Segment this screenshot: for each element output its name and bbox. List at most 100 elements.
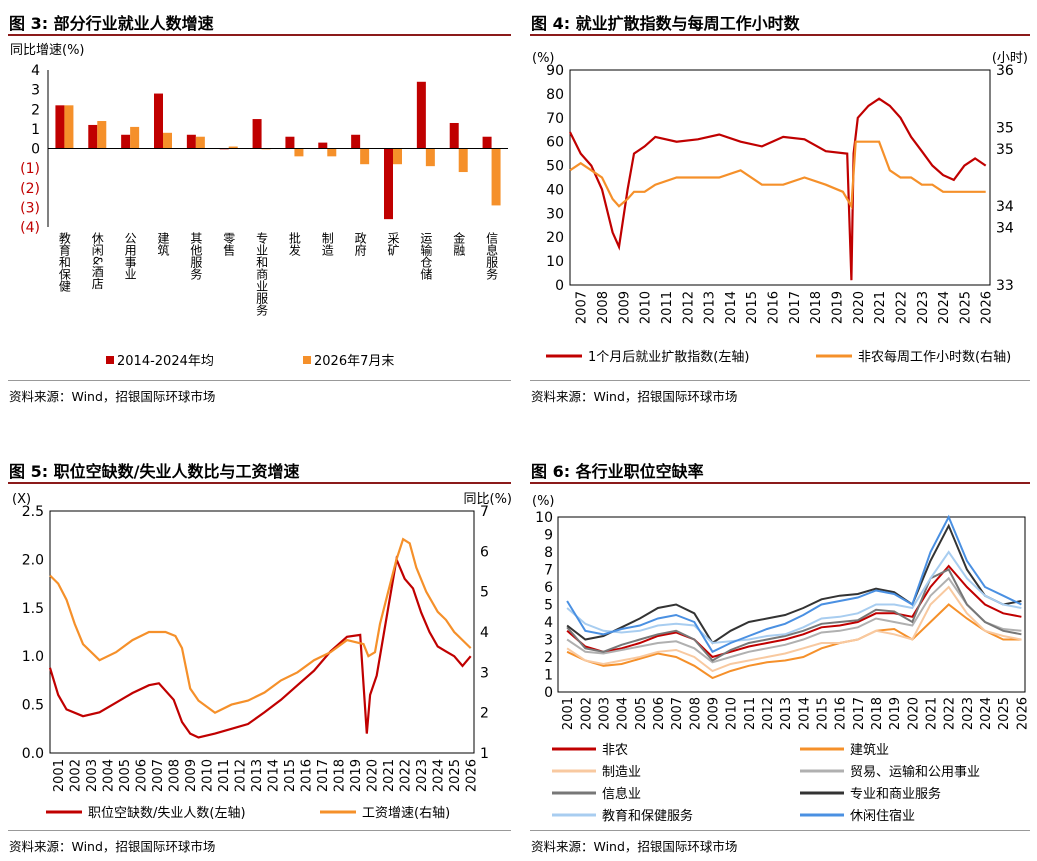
y-right-tick-label: 34 (996, 199, 1014, 215)
x-tick-label: 2019 (830, 291, 845, 324)
y-left-tick-label: 1.0 (22, 649, 44, 665)
legend-label: 专业和商业服务 (850, 786, 941, 802)
y-left-tick-label: 30 (546, 206, 564, 222)
x-tick-label: 2025 (448, 759, 463, 792)
y-right-tick-label: 1 (480, 746, 489, 762)
y-left-tick-label: 0 (555, 278, 564, 294)
y-left-tick-label: 70 (546, 111, 564, 127)
y-axis-label: 同比增速(%) (10, 43, 85, 58)
legend-label: 贸易、运输和公用事业 (850, 764, 980, 780)
x-tick-label: 2006 (652, 697, 667, 730)
panel-5-source: 资料来源：Wind，招银国际环球市场 (9, 839, 216, 854)
chart-3: 同比增速(%) 4 3 2 1 0 (1) (2) (3) (4) 教育和保健 休闲&酒店 公用事业 建筑… (10, 43, 508, 369)
y-right-tick-label: 36 (996, 63, 1014, 79)
y-tick-label: 2 (544, 650, 553, 666)
panel-6-title-rule (530, 482, 1030, 484)
x-tick-label: 2021 (925, 697, 940, 730)
y-right-tick-label: 35 (996, 120, 1014, 136)
y-tick-label: 2 (31, 102, 40, 118)
chart-4: (%) (小时) 0 10 20 30 40 50 60 70 80 90 33 34 34 35 35 36 20… (532, 51, 1028, 365)
x-tick-label: 2023 (415, 759, 430, 792)
x-tick-label: 2020 (852, 291, 867, 324)
y-right-tick-label: 5 (480, 585, 489, 601)
x-tick-label: 2007 (670, 697, 685, 730)
x-tick-label: 2005 (634, 697, 649, 730)
y-tick-label: (2) (20, 181, 40, 197)
x-tick-label: 2023 (961, 697, 976, 730)
bar-latest (294, 148, 304, 157)
x-tick-label: 2015 (815, 697, 830, 730)
x-tick-label: 2004 (616, 697, 631, 730)
x-tick-label: 2024 (979, 697, 994, 730)
y-left-tick-label: 80 (546, 87, 564, 103)
y-tick-label: 6 (544, 580, 553, 596)
y-left-axis-label: (%) (532, 51, 555, 66)
bar-avg (55, 105, 65, 149)
y-tick-label: 4 (544, 615, 553, 631)
x-tick-label: 2008 (596, 291, 611, 324)
x-tick-label: 制造 (320, 232, 334, 256)
legend-label: 工资增速(右轴) (362, 806, 450, 821)
plot-frame (49, 510, 475, 754)
bar-latest (163, 132, 172, 149)
bar-latest (425, 148, 435, 167)
y-left-axis-label: (X) (12, 492, 31, 507)
bar-avg (416, 81, 426, 149)
x-tick-label: 2014 (797, 697, 812, 730)
x-tick-label: 2022 (399, 759, 414, 792)
x-tick-label: 2010 (201, 759, 216, 792)
x-tick-label: 金融 (452, 231, 466, 257)
x-tick-label: 2009 (617, 291, 632, 324)
x-tick-label: 2012 (681, 291, 696, 324)
x-tick-label: 专业和商业服务 (255, 231, 269, 316)
x-tick-label: 2024 (432, 759, 447, 792)
x-tick-label: 2022 (943, 697, 958, 730)
x-tick-label: 2017 (788, 291, 803, 324)
x-tick-label: 2025 (958, 291, 973, 324)
bar-latest (130, 126, 140, 149)
series-line-2 (566, 585, 1022, 673)
panel-4-title: 图 4: 就业扩散指数与每周工作小时数 (531, 14, 800, 33)
y-left-tick-label: 90 (546, 63, 564, 79)
plot-frame (569, 69, 991, 286)
y-right-tick-label: 4 (480, 625, 489, 641)
x-tick-label: 2015 (283, 759, 298, 792)
x-tick-label: 2011 (217, 759, 232, 792)
legend-label: 2014-2024年均 (117, 354, 214, 369)
y-right-tick-label: 33 (996, 278, 1014, 294)
y-right-tick-label: 3 (480, 665, 489, 681)
panel-6-source: 资料来源：Wind，招银国际环球市场 (531, 839, 738, 854)
legend-label: 建筑业 (850, 742, 889, 758)
bar-avg (449, 122, 459, 149)
x-tick-label: 教育和保健 (57, 231, 71, 292)
x-tick-label: 2005 (118, 759, 133, 792)
panel-5-title: 图 5: 职位空缺数/失业人数比与工资增速 (9, 462, 300, 481)
bar-latest (64, 105, 74, 149)
x-tick-label: 2016 (767, 291, 782, 324)
bar-avg (384, 148, 393, 220)
series-line-1 (49, 537, 472, 714)
bar-avg (186, 134, 196, 149)
x-tick-label: 2004 (102, 759, 117, 792)
x-tick-label: 2026 (465, 759, 480, 792)
series-line-4 (566, 568, 1022, 662)
panel-4-source-rule (530, 380, 1030, 381)
y-tick-label: 3 (544, 633, 553, 649)
bar-latest (228, 146, 238, 149)
x-tick-label: 2013 (703, 291, 718, 324)
series-line-3 (566, 576, 1022, 664)
bar-avg (154, 93, 163, 149)
x-tick-label: 2018 (333, 759, 348, 792)
bar-latest (393, 148, 402, 165)
series-line-1 (569, 140, 986, 210)
y-tick-label: 0 (544, 685, 553, 701)
panel-3-source: 资料来源：Wind，招银国际环球市场 (9, 389, 216, 404)
legend-label: 制造业 (602, 765, 641, 780)
y-right-tick-label: 2 (480, 706, 489, 722)
y-tick-label: (4) (20, 220, 40, 236)
y-right-tick-label: 34 (996, 221, 1014, 237)
y-tick-label: 0 (31, 142, 40, 158)
x-tick-label: 2003 (85, 759, 100, 792)
